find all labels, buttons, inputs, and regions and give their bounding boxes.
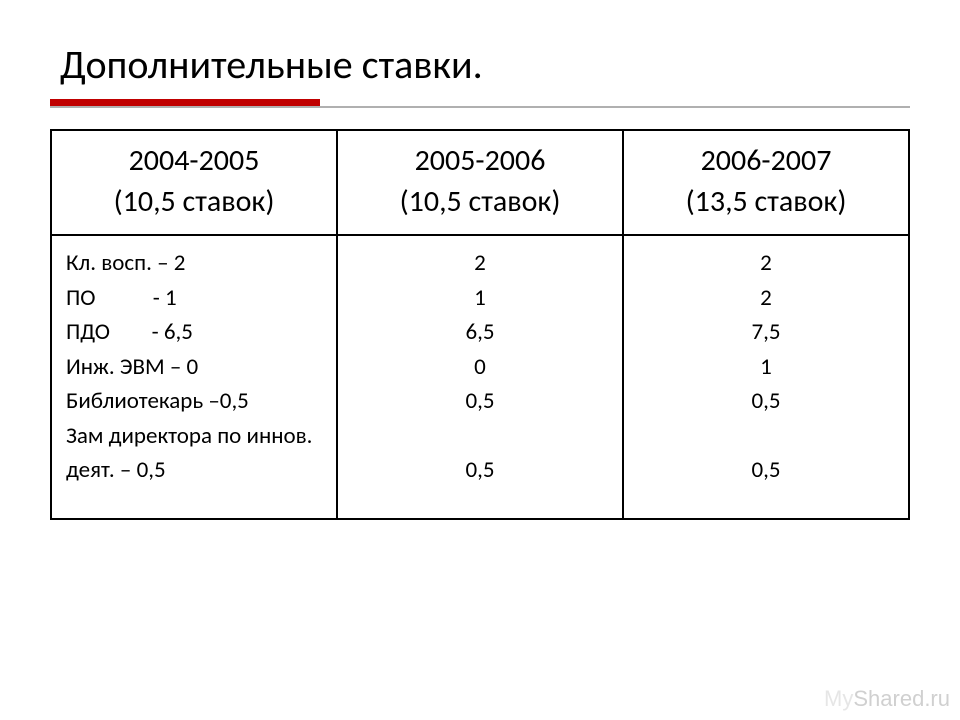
page-title: Дополнительные ставки. [50,40,910,89]
col3-val-1: 2 [638,281,894,316]
watermark-part2: Shared.ru [853,686,950,711]
accent-bar [50,99,320,106]
col1-line-3: Инж. ЭВМ – 0 [66,350,322,385]
body-cell-1: 2 1 6,5 0 0,5 0,5 [337,235,623,519]
header-year-1: 2005-2006 [346,141,614,182]
header-year-0: 2004-2005 [60,141,328,182]
col1-line-5: Зам директора по иннов. деят. – 0,5 [66,419,322,488]
col2-val-5 [352,419,608,454]
col1-line-1: ПО - 1 [66,281,322,316]
body-cell-2: 2 2 7,5 1 0,5 0,5 [623,235,909,519]
col2-val-4: 0,5 [352,384,608,419]
watermark-part1: My [824,686,853,711]
col3-val-3: 1 [638,350,894,385]
col1-line-4: Библиотекарь –0,5 [66,384,322,419]
header-year-2: 2006-2007 [632,141,900,182]
rates-table: 2004-2005 (10,5 ставок) 2005-2006 (10,5 … [50,129,910,520]
table-body-row: Кл. восп. – 2 ПО - 1 ПДО - 6,5 Инж. ЭВМ … [51,235,909,519]
body-cell-0: Кл. восп. – 2 ПО - 1 ПДО - 6,5 Инж. ЭВМ … [51,235,337,519]
col3-val-6: 0,5 [638,453,894,488]
header-cell-1: 2005-2006 (10,5 ставок) [337,130,623,235]
col3-val-0: 2 [638,246,894,281]
col2-val-2: 6,5 [352,315,608,350]
gray-bar [50,106,910,108]
col3-val-2: 7,5 [638,315,894,350]
header-cell-0: 2004-2005 (10,5 ставок) [51,130,337,235]
col1-line-2: ПДО - 6,5 [66,315,322,350]
watermark: MyShared.ru [824,686,950,712]
col2-val-0: 2 [352,246,608,281]
header-sub-0: (10,5 ставок) [60,182,328,223]
col2-val-6: 0,5 [352,453,608,488]
col3-val-5 [638,419,894,454]
title-underline [50,99,910,109]
col3-val-4: 0,5 [638,384,894,419]
col2-val-1: 1 [352,281,608,316]
header-sub-2: (13,5 ставок) [632,182,900,223]
col1-line-0: Кл. восп. – 2 [66,246,322,281]
col2-val-3: 0 [352,350,608,385]
slide: Дополнительные ставки. 2004-2005 (10,5 с… [0,0,960,560]
header-cell-2: 2006-2007 (13,5 ставок) [623,130,909,235]
header-sub-1: (10,5 ставок) [346,182,614,223]
table-header-row: 2004-2005 (10,5 ставок) 2005-2006 (10,5 … [51,130,909,235]
